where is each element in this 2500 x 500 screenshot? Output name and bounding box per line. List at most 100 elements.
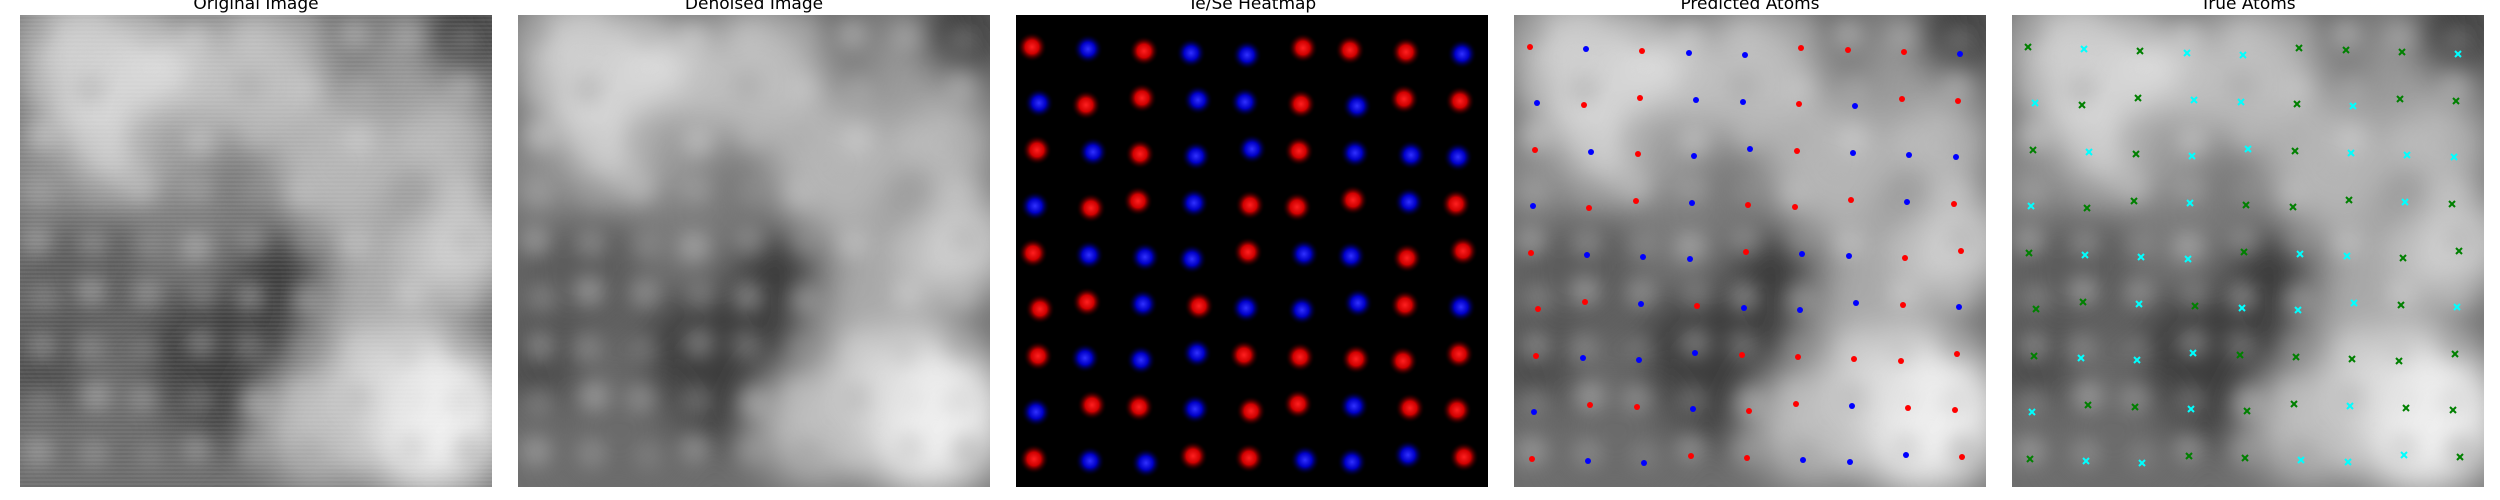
heatmap-te-spot <box>1018 238 1048 268</box>
predicted-se-atom <box>1531 409 1537 415</box>
predicted-se-atom <box>1797 307 1803 313</box>
heatmap-se-spot <box>1287 295 1317 325</box>
title-predicted: Predicted Atoms <box>1680 0 1820 14</box>
predicted-te-atom <box>1899 96 1905 102</box>
heatmap-te-spot <box>1341 344 1371 374</box>
true-atom-green <box>2079 298 2087 306</box>
predicted-se-atom <box>1904 199 1910 205</box>
heatmap-te-spot <box>1441 189 1471 219</box>
true-atom-green <box>2242 201 2250 209</box>
predicted-te-atom <box>1634 404 1640 410</box>
heatmap-te-spot <box>1338 185 1368 215</box>
predicted-te-atom <box>1901 49 1907 55</box>
heatmap-se-spot <box>1183 85 1213 115</box>
heatmap-se-spot <box>1177 244 1207 274</box>
predicted-te-atom <box>1905 405 1911 411</box>
true-atom-cyan <box>2400 451 2408 459</box>
heatmap-se-spot <box>1130 242 1160 272</box>
heatmap-te-spot <box>1395 393 1425 423</box>
true-atom-green <box>2342 46 2350 54</box>
predicted-se-atom <box>1747 146 1753 152</box>
predicted-te-atom <box>1959 454 1965 460</box>
heatmap-te-spot <box>1236 396 1266 426</box>
heatmap-te-spot <box>1391 37 1421 67</box>
true-atom-cyan <box>2347 149 2355 157</box>
heatmap-panel <box>1016 15 1488 487</box>
true-atom-cyan <box>2403 151 2411 159</box>
true-atom-cyan <box>2190 96 2198 104</box>
predicted-te-atom <box>1739 352 1745 358</box>
predicted-te-atom <box>1528 250 1534 256</box>
predicted-te-atom <box>1532 147 1538 153</box>
predicted-se-atom <box>1687 256 1693 262</box>
true-atom-green <box>2083 204 2091 212</box>
true-atom-green <box>2132 150 2140 158</box>
true-atom-green <box>2032 305 2040 313</box>
predicted-se-atom <box>1846 253 1852 259</box>
heatmap-te-spot <box>1288 33 1318 63</box>
heatmap-se-spot <box>1075 446 1105 476</box>
true-atom-green <box>2191 302 2199 310</box>
true-atom-cyan <box>2297 456 2305 464</box>
true-atom-green <box>2397 301 2405 309</box>
predicted-se-atom <box>1847 459 1853 465</box>
predicted-atoms-panel <box>1514 15 1986 487</box>
heatmap-se-spot <box>1396 140 1426 170</box>
heatmap-se-spot <box>1182 338 1212 368</box>
heatmap-se-spot <box>1020 191 1050 221</box>
predicted-te-atom <box>1848 197 1854 203</box>
predicted-se-atom <box>1956 304 1962 310</box>
predicted-se-atom <box>1580 355 1586 361</box>
predicted-se-atom <box>1530 203 1536 209</box>
heatmap-se-spot <box>1237 134 1267 164</box>
predicted-te-atom <box>1745 202 1751 208</box>
denoised-image-panel <box>518 15 990 487</box>
true-atom-cyan <box>2188 152 2196 160</box>
predicted-te-atom <box>1796 101 1802 107</box>
predicted-se-atom <box>1641 460 1647 466</box>
predicted-se-atom <box>1693 97 1699 103</box>
heatmap-te-spot <box>1389 84 1419 114</box>
heatmap-se-spot <box>1289 239 1319 269</box>
predicted-te-atom <box>1586 205 1592 211</box>
predicted-te-atom <box>1851 356 1857 362</box>
title-heatmap: Te/Se Heatmap <box>1187 0 1317 14</box>
true-atoms-panel <box>2012 15 2484 487</box>
predicted-se-atom <box>1584 252 1590 258</box>
true-atom-green <box>2025 249 2033 257</box>
heatmap-te-spot <box>1285 342 1315 372</box>
true-atom-cyan <box>2238 304 2246 312</box>
heatmap-se-spot <box>1443 142 1473 172</box>
predicted-se-atom <box>1691 153 1697 159</box>
heatmap-se-spot <box>1290 445 1320 475</box>
true-atom-green <box>2030 352 2038 360</box>
heatmap-te-spot <box>1017 32 1047 62</box>
true-atom-green <box>2029 146 2037 154</box>
true-atom-green <box>2240 248 2248 256</box>
true-atom-green <box>2078 101 2086 109</box>
heatmap-te-spot <box>1442 395 1472 425</box>
heatmap-te-spot <box>1071 90 1101 120</box>
heatmap-te-spot <box>1123 186 1153 216</box>
heatmap-te-spot <box>1283 389 1313 419</box>
predicted-te-atom <box>1954 351 1960 357</box>
predicted-te-atom <box>1694 303 1700 309</box>
predicted-te-atom <box>1845 47 1851 53</box>
heatmap-te-spot <box>1449 442 1479 472</box>
predicted-te-atom <box>1527 44 1533 50</box>
heatmap-se-spot <box>1181 141 1211 171</box>
true-atom-green <box>2136 47 2144 55</box>
predicted-te-atom <box>1581 102 1587 108</box>
heatmap-te-spot <box>1388 346 1418 376</box>
heatmap-te-spot <box>1282 192 1312 222</box>
true-atom-green <box>2456 453 2464 461</box>
true-atom-cyan <box>2450 153 2458 161</box>
true-atom-cyan <box>2454 50 2462 58</box>
predicted-te-atom <box>1792 204 1798 210</box>
heatmap-se-spot <box>1176 38 1206 68</box>
predicted-te-atom <box>1746 408 1752 414</box>
predicted-te-atom <box>1535 306 1541 312</box>
predicted-se-atom <box>1686 50 1692 56</box>
predicted-te-atom <box>1639 48 1645 54</box>
heatmap-se-spot <box>1024 88 1054 118</box>
